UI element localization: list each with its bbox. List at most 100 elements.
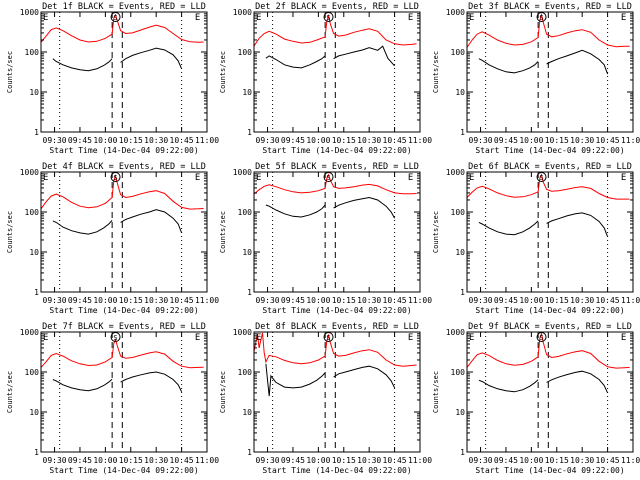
x-tick-label: 10:45 <box>383 296 407 305</box>
event-marker-e-right: E <box>408 333 413 343</box>
event-marker-e-right: E <box>408 173 413 183</box>
y-tick-label: 1000 <box>233 168 252 177</box>
x-tick-label: 10:30 <box>357 136 381 145</box>
panel-title: Det 4f BLACK = Events, RED = LLD <box>42 162 206 172</box>
x-tick-label: 11:00 <box>621 136 640 145</box>
x-tick-label: 11:00 <box>195 456 219 465</box>
y-tick-label: 10 <box>29 88 39 97</box>
x-tick-label: 10:15 <box>545 456 569 465</box>
x-tick-label: 10:30 <box>144 456 168 465</box>
events-series-line <box>120 209 183 234</box>
x-tick-label: 10:00 <box>519 136 543 145</box>
events-series-line <box>265 55 326 69</box>
y-tick-label: 100 <box>25 48 40 57</box>
y-tick-label: 1 <box>460 288 465 297</box>
x-tick-label: 09:45 <box>68 136 92 145</box>
x-tick-label: 09:30 <box>469 136 493 145</box>
y-tick-label: 100 <box>238 208 253 217</box>
y-tick-label: 10 <box>242 408 252 417</box>
x-tick-label: 10:00 <box>519 296 543 305</box>
events-series-line <box>120 47 183 69</box>
x-axis-label: Start Time (14-Dec-04 09:22:00) <box>262 146 411 155</box>
events-series-line <box>52 58 113 72</box>
x-tick-label: 11:00 <box>195 136 219 145</box>
x-axis-label: Start Time (14-Dec-04 09:22:00) <box>475 466 624 475</box>
event-marker-e-left: E <box>469 13 474 23</box>
x-tick-label: 09:45 <box>494 296 518 305</box>
plot-frame <box>40 171 208 293</box>
events-series-line <box>478 379 539 393</box>
x-tick-label: 10:45 <box>170 456 194 465</box>
x-tick-label: 10:15 <box>545 136 569 145</box>
plot-frame <box>466 11 634 133</box>
lld-series-line <box>40 174 204 210</box>
event-marker-e-left: E <box>43 173 48 183</box>
x-tick-label: 09:45 <box>281 456 305 465</box>
x-tick-label: 10:30 <box>570 136 594 145</box>
lld-series-line <box>40 338 204 369</box>
x-tick-label: 09:30 <box>469 456 493 465</box>
events-series-line <box>546 212 609 237</box>
flare-marker-s: S <box>539 14 543 22</box>
x-tick-label: 10:30 <box>570 456 594 465</box>
y-tick-label: 1 <box>247 128 252 137</box>
y-tick-label: 1 <box>34 448 39 457</box>
panel-title: Det 7f BLACK = Events, RED = LLD <box>42 322 206 332</box>
x-tick-label: 10:45 <box>170 136 194 145</box>
x-tick-label: 09:30 <box>469 296 493 305</box>
panel-2: Det 2f BLACK = Events, RED = LLD 1 10 100 10… <box>219 2 432 155</box>
y-tick-label: 100 <box>238 48 253 57</box>
panel-5: Det 5f BLACK = Events, RED = LLD 1 10 100 10… <box>219 162 432 315</box>
x-tick-label: 09:30 <box>43 456 67 465</box>
y-tick-label: 1 <box>34 128 39 137</box>
x-tick-label: 11:00 <box>621 296 640 305</box>
x-tick-label: 10:45 <box>596 296 620 305</box>
x-tick-label: 09:45 <box>281 136 305 145</box>
y-tick-label: 1000 <box>20 8 39 17</box>
x-axis-label: Start Time (14-Dec-04 09:22:00) <box>262 466 411 475</box>
panel-1: Det 1f BLACK = Events, RED = LLD 1 10 100 10… <box>6 2 219 155</box>
x-tick-label: 11:00 <box>408 456 432 465</box>
x-axis-label: Start Time (14-Dec-04 09:22:00) <box>475 306 624 315</box>
plot-frame <box>466 171 634 293</box>
y-tick-label: 1000 <box>233 8 252 17</box>
y-tick-label: 1000 <box>446 328 465 337</box>
flare-marker-circle <box>323 12 334 22</box>
x-axis-label: Start Time (14-Dec-04 09:22:00) <box>49 466 198 475</box>
event-marker-e-left: E <box>256 173 261 183</box>
y-tick-label: 10 <box>29 408 39 417</box>
x-axis-label: Start Time (14-Dec-04 09:22:00) <box>475 146 624 155</box>
panel-title: Det 6f BLACK = Events, RED = LLD <box>468 162 632 172</box>
panel-title: Det 3f BLACK = Events, RED = LLD <box>468 2 632 12</box>
x-tick-label: 10:15 <box>119 296 143 305</box>
x-tick-label: 09:30 <box>256 456 280 465</box>
event-marker-e-left: E <box>469 173 474 183</box>
x-tick-label: 10:00 <box>93 296 117 305</box>
event-marker-e-right: E <box>621 333 626 343</box>
x-tick-label: 09:30 <box>43 296 67 305</box>
events-series-line <box>52 219 113 235</box>
x-tick-label: 10:00 <box>519 456 543 465</box>
x-tick-label: 10:15 <box>119 456 143 465</box>
x-tick-label: 10:15 <box>332 456 356 465</box>
y-axis-label: Counts/sec <box>432 371 440 413</box>
y-tick-label: 1000 <box>446 168 465 177</box>
event-marker-e-right: E <box>621 173 626 183</box>
event-marker-e-left: E <box>43 333 48 343</box>
event-marker-e-right: E <box>621 13 626 23</box>
flare-marker-circle <box>110 332 121 342</box>
lld-series-line <box>253 173 417 195</box>
y-tick-label: 100 <box>451 368 466 377</box>
events-series-line <box>265 204 326 218</box>
x-tick-label: 09:45 <box>68 296 92 305</box>
x-tick-label: 10:30 <box>144 136 168 145</box>
events-series-line <box>52 378 113 392</box>
plot-frame <box>253 11 421 133</box>
lld-series-line <box>40 13 204 43</box>
flare-marker-s: S <box>113 174 117 182</box>
event-marker-e-left: E <box>43 13 48 23</box>
panel-8: Det 8f BLACK = Events, RED = LLD 1 10 100 10… <box>219 322 432 475</box>
panel-4: Det 4f BLACK = Events, RED = LLD 1 10 100 10… <box>6 162 219 315</box>
y-axis-label: Counts/sec <box>432 211 440 253</box>
events-series-line <box>120 371 183 393</box>
